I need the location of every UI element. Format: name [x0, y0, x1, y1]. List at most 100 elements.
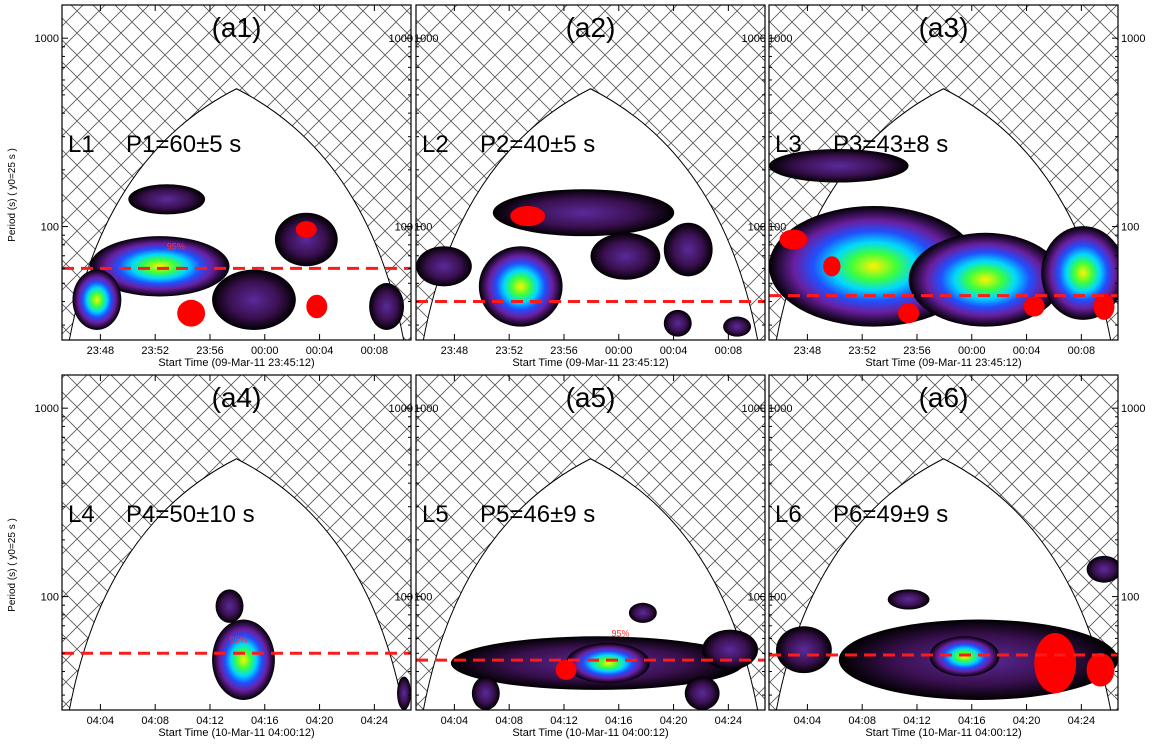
x-tick-label: 04:04 [87, 715, 115, 727]
power-blob [684, 676, 720, 710]
loop-label: L4 [68, 501, 95, 528]
power-blob [1034, 632, 1077, 694]
power-blob [769, 149, 909, 183]
x-tick-label: 00:04 [306, 345, 334, 357]
y-tick-label: 100 [748, 592, 766, 604]
y-axis-label: Period (s) ( y0=25 s ) [7, 518, 18, 612]
panel-1: 100 100 1000 1000 23:48 23:52 23:56 00:00 00:04 0… [35, 4, 438, 369]
plot-frame [768, 374, 1119, 711]
panel-label: (a6) [919, 382, 969, 413]
x-tick-label: 04:08 [141, 715, 169, 727]
x-tick-label: 23:48 [87, 345, 115, 357]
power-blob [397, 676, 411, 710]
panel-4: 100 100 1000 1000 04:04 04:08 04:12 04:16 04:20 0… [35, 374, 438, 739]
contour-label: 95% [230, 635, 248, 645]
x-tick-label: 04:12 [903, 715, 931, 727]
power-blob [779, 229, 808, 250]
period-text: P2=40±5 s [480, 131, 595, 158]
power-blob [510, 206, 546, 227]
period-text: P5=46±9 s [480, 501, 595, 528]
y-axis-label: Period (s) ( y0=25 s ) [7, 148, 18, 242]
power-blob [274, 212, 338, 267]
panel-label: (a2) [566, 12, 616, 43]
plot-frame [61, 4, 412, 341]
x-tick-label: 23:52 [848, 345, 876, 357]
power-blob [702, 629, 759, 670]
x-tick-label: 04:16 [605, 715, 633, 727]
cone-of-influence [68, 458, 405, 710]
power-blob [212, 619, 275, 700]
power-blob [1023, 296, 1045, 317]
x-tick-label: 04:12 [550, 715, 578, 727]
power-blob [775, 626, 832, 674]
period-text: P1=60±5 s [126, 131, 241, 158]
power-blob [898, 303, 920, 324]
x-axis-label: Start Time (10-Mar-11 04:00:12) [865, 727, 1021, 739]
x-tick-label: 04:08 [495, 715, 523, 727]
x-tick-label: 23:56 [903, 345, 931, 357]
panel-label: (a4) [212, 382, 262, 413]
panel-label: (a5) [566, 382, 616, 413]
y-tick-label: 100 [41, 592, 59, 604]
x-tick-label: 23:56 [550, 345, 578, 357]
y-tick-label: 100 [41, 222, 59, 234]
plot-frame [415, 374, 766, 711]
y-tick-label: 100 [1121, 592, 1139, 604]
power-blob [1086, 555, 1118, 583]
x-tick-label: 04:24 [1068, 715, 1096, 727]
x-tick-label: 04:20 [660, 715, 688, 727]
x-tick-label: 04:20 [1013, 715, 1041, 727]
x-tick-label: 04:16 [958, 715, 986, 727]
x-tick-label: 04:16 [251, 715, 279, 727]
panel-5: 100 100 1000 1000 04:04 04:08 04:12 04:16 04:20 0… [389, 374, 792, 739]
x-tick-label: 04:04 [441, 715, 469, 727]
power-blob [1086, 653, 1115, 687]
power-blob [471, 676, 500, 710]
x-tick-label: 04:12 [196, 715, 224, 727]
power-blob [177, 299, 206, 327]
y-tick-label: 100 [1121, 222, 1139, 234]
x-tick-label: 04:04 [794, 715, 822, 727]
y-tick-label: 1000 [742, 33, 766, 45]
power-blob [723, 316, 752, 337]
power-blob [887, 589, 930, 610]
y-tick-label: 1000 [742, 403, 766, 415]
power-blob [590, 232, 661, 280]
plot-frame [768, 4, 1119, 341]
x-axis-label: Start Time (10-Mar-11 04:00:12) [512, 727, 668, 739]
plot-frame [415, 4, 766, 341]
period-text: P3=43±8 s [833, 131, 948, 158]
y-tick-label: 1000 [389, 33, 413, 45]
power-blob [89, 236, 230, 297]
y-tick-label: 1000 [389, 403, 413, 415]
x-tick-label: 00:00 [251, 345, 279, 357]
period-text: P4=50±10 s [126, 501, 255, 528]
x-axis-label: Start Time (09-Mar-11 23:45:12) [158, 357, 314, 369]
power-blob [823, 256, 841, 277]
x-tick-label: 23:48 [441, 345, 469, 357]
loop-label: L6 [775, 501, 802, 528]
x-tick-label: 00:08 [1068, 345, 1096, 357]
contour-label: 95% [611, 628, 629, 638]
x-tick-label: 23:52 [495, 345, 523, 357]
power-blob [1093, 293, 1115, 320]
power-blob [369, 283, 405, 330]
power-blob [555, 659, 577, 680]
y-tick-label: 1000 [1121, 33, 1145, 45]
power-blob [663, 222, 713, 277]
x-axis-label: Start Time (10-Mar-11 04:00:12) [158, 727, 314, 739]
loop-label: L2 [422, 131, 449, 158]
power-blob [628, 602, 657, 623]
panel-3: 100 100 1000 1000 23:48 23:52 23:56 00:00 00:04 0… [742, 4, 1145, 369]
x-tick-label: 00:04 [660, 345, 688, 357]
x-tick-label: 23:48 [794, 345, 822, 357]
x-tick-label: 23:52 [141, 345, 169, 357]
power-blob [908, 232, 1063, 327]
y-tick-label: 100 [395, 592, 413, 604]
period-text: P6=49±9 s [833, 501, 948, 528]
y-tick-label: 100 [395, 222, 413, 234]
power-blob [295, 221, 317, 238]
x-axis-label: Start Time (09-Mar-11 23:45:12) [865, 357, 1021, 369]
panel-label: (a3) [919, 12, 969, 43]
